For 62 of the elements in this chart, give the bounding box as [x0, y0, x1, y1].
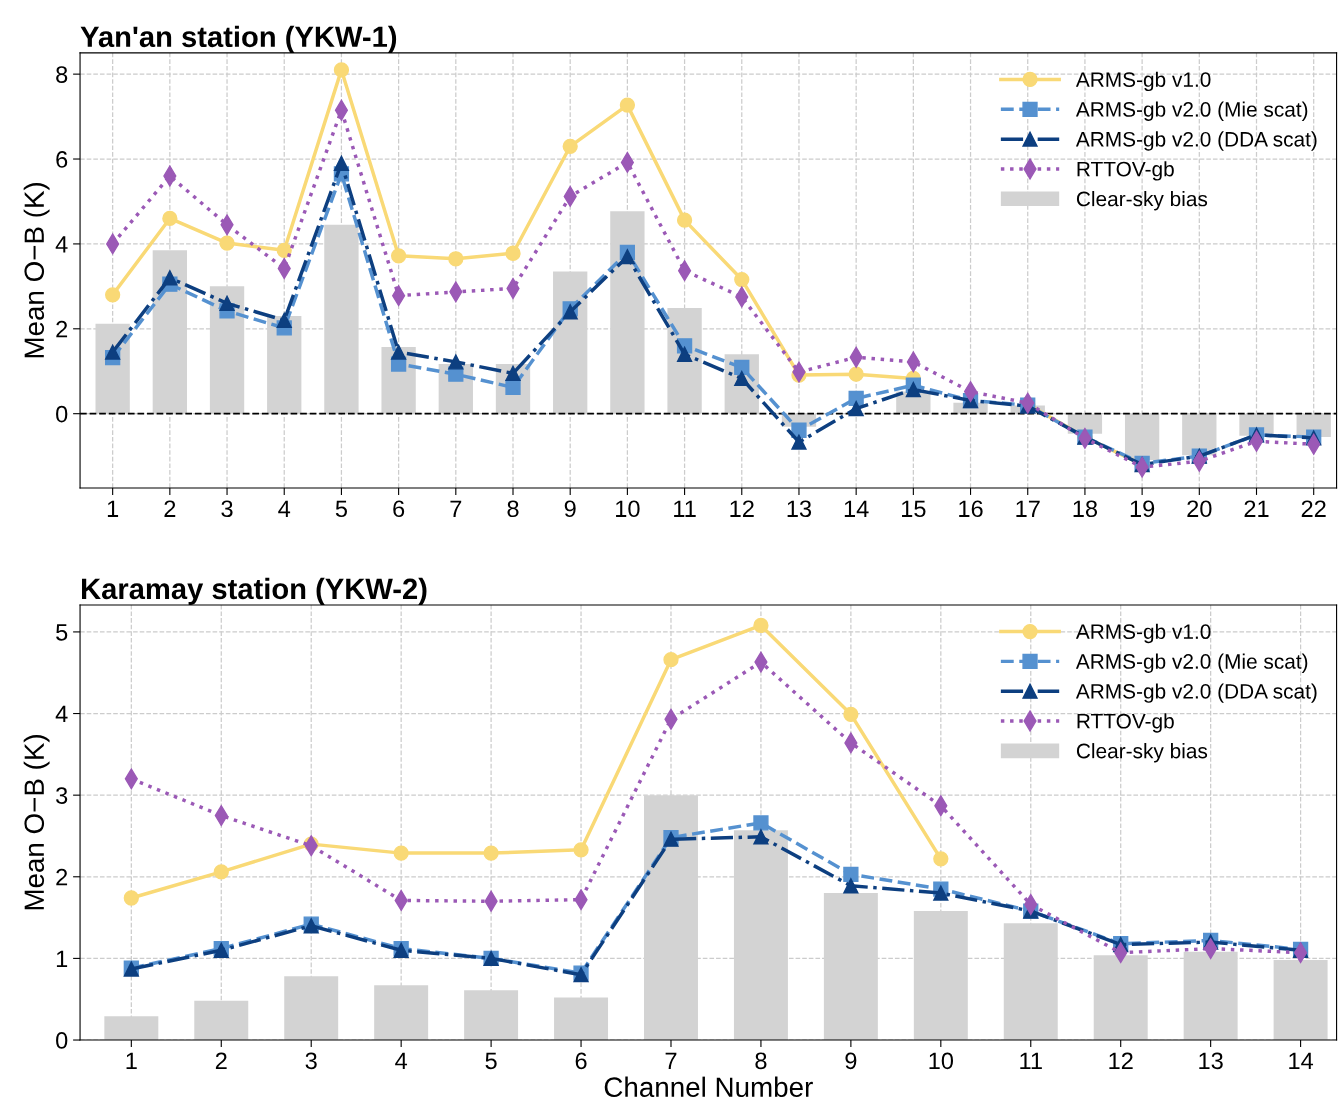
x-tick-label: 11	[674, 500, 696, 517]
x-tick-label: 1	[107, 500, 119, 517]
x-tick-label: 2	[215, 1052, 227, 1069]
x-tick-label: 7	[450, 500, 462, 517]
x-tick-label: 6	[393, 500, 405, 518]
y-axis-title: Mean O−B (K)	[23, 183, 50, 358]
x-tick-label: 13	[787, 500, 812, 518]
x-tick-label: 5	[485, 1052, 497, 1070]
y-tick-label: 5	[56, 624, 68, 641]
x-axis-title: Channel Number	[604, 1076, 813, 1098]
x-tick-label: 16	[959, 500, 983, 518]
x-tick-label: 15	[902, 500, 926, 518]
x-tick-label: 14	[1289, 1052, 1314, 1069]
legend-label: Clear-sky bias	[1076, 191, 1208, 211]
x-tick-label: 2	[164, 500, 176, 517]
chart-title: Yan'an station (YKW-1)	[80, 25, 397, 53]
legend-label: ARMS-gb v2.0 (Mie scat)	[1075, 653, 1308, 673]
x-tick-label: 19	[1130, 500, 1155, 518]
x-tick-label: 9	[845, 1052, 857, 1070]
y-tick-label: 2	[56, 320, 68, 338]
y-tick-label: 0	[56, 405, 68, 423]
x-tick-label: 9	[564, 500, 576, 518]
x-tick-label: 18	[1073, 500, 1098, 518]
legend-label: Clear-sky bias	[1076, 743, 1208, 763]
y-tick-label: 1	[56, 950, 68, 967]
legend-label: ARMS-gb v2.0 (DDA scat)	[1075, 131, 1317, 151]
x-tick-label: 22	[1301, 500, 1326, 517]
y-tick-label: 0	[56, 1032, 68, 1049]
x-tick-label: 7	[665, 1052, 677, 1069]
y-tick-label: 6	[56, 151, 68, 168]
x-tick-label: 4	[395, 1052, 408, 1069]
y-tick-label: 4	[55, 236, 68, 253]
x-tick-label: 3	[221, 500, 233, 518]
x-tick-label: 8	[755, 1052, 767, 1070]
legend-label: RTTOV-gb	[1077, 713, 1174, 733]
x-tick-label: 11	[1020, 1052, 1042, 1069]
legend-label: ARMS-gb v1.0	[1075, 71, 1211, 92]
legend-label: ARMS-gb v1.0	[1075, 623, 1211, 644]
y-tick-label: 8	[56, 66, 68, 83]
x-tick-label: 17	[1016, 500, 1040, 517]
legend-label: ARMS-gb v2.0 (Mie scat)	[1075, 101, 1308, 121]
x-tick-label: 13	[1199, 1052, 1223, 1070]
x-tick-label: 12	[730, 500, 754, 517]
x-tick-label: 14	[844, 500, 869, 517]
x-tick-label: 12	[1109, 1052, 1133, 1069]
y-axis-title: Mean O−B (K)	[23, 735, 50, 910]
x-tick-label: 10	[929, 1052, 954, 1070]
x-tick-label: 10	[616, 500, 640, 518]
x-tick-label: 5	[335, 500, 347, 518]
legend-label: ARMS-gb v2.0 (DDA scat)	[1075, 683, 1317, 703]
x-tick-label: 4	[278, 500, 291, 517]
x-tick-label: 1	[126, 1052, 137, 1069]
y-tick-label: 3	[56, 787, 68, 804]
x-tick-label: 8	[507, 500, 519, 518]
x-tick-label: 21	[1244, 500, 1269, 517]
x-tick-label: 20	[1187, 500, 1212, 518]
y-tick-label: 2	[56, 868, 68, 886]
x-tick-label: 6	[575, 1052, 587, 1070]
x-tick-label: 3	[305, 1052, 317, 1070]
y-tick-label: 4	[55, 705, 68, 723]
legend-label: RTTOV-gb	[1077, 161, 1174, 181]
chart-title: Karamay station (YKW-2)	[82, 577, 427, 605]
